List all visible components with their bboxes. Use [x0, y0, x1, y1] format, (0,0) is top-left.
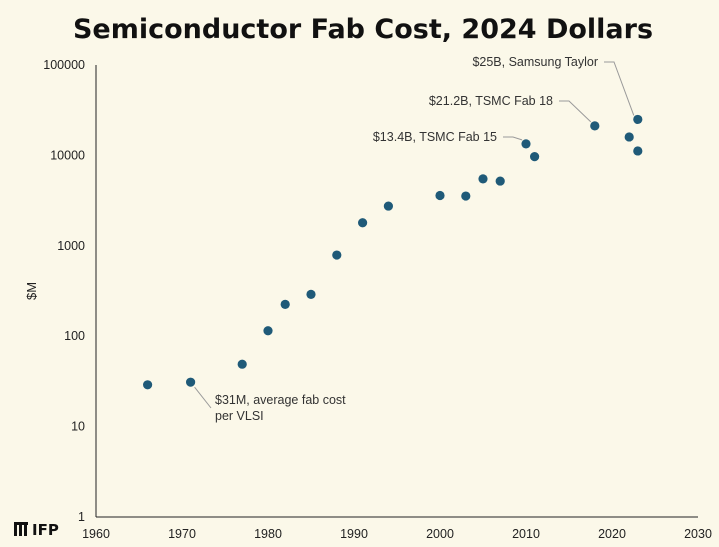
- data-point: [143, 380, 153, 390]
- annotation: $21.2B, TSMC Fab 18: [429, 94, 592, 123]
- annotation-leader-line: [194, 386, 212, 409]
- x-tick-label: 2030: [684, 527, 712, 541]
- data-point: [332, 250, 342, 260]
- data-point: [383, 201, 393, 211]
- x-tick-label: 2000: [426, 527, 454, 541]
- y-tick-label: 1000: [57, 239, 85, 253]
- data-point: [530, 151, 540, 162]
- x-tick-label: 2010: [512, 527, 540, 541]
- data-point: [306, 289, 316, 299]
- data-point: [358, 218, 368, 228]
- y-tick-label: 1: [78, 510, 85, 524]
- annotation: $25B, Samsung Taylor: [472, 55, 635, 116]
- annotation: $31M, average fab cost per VLSI: [194, 386, 346, 423]
- y-tick-labels: 1 10 100 1000 10000 100000: [43, 58, 85, 524]
- x-tick-label: 1990: [340, 527, 368, 541]
- x-tick-labels: 1960 1970 1980 1990 2000 2010 2020 2030: [82, 527, 712, 541]
- y-tick-label: 10000: [50, 148, 85, 162]
- annotations: $31M, average fab cost per VLSI $13.4B, TS…: [194, 55, 635, 423]
- data-point: [590, 121, 600, 131]
- data-point: [633, 146, 643, 156]
- x-tick-label: 1970: [168, 527, 196, 541]
- data-point: [461, 191, 471, 201]
- x-tick-label: 1960: [82, 527, 110, 541]
- y-axis-label: $M: [24, 282, 39, 300]
- data-point: [263, 326, 273, 336]
- data-point: [186, 377, 196, 387]
- annotation-leader-line: [503, 136, 523, 141]
- logo-text: IFP: [32, 521, 59, 539]
- data-point: [237, 359, 247, 369]
- data-point: [521, 139, 531, 149]
- annotation-label: $31M, average fab cost: [215, 393, 346, 407]
- data-point: [478, 174, 488, 184]
- annotation-label: $13.4B, TSMC Fab 15: [373, 130, 497, 144]
- data-point: [633, 114, 643, 125]
- y-tick-label: 10: [71, 420, 85, 434]
- x-tick-label: 2020: [598, 527, 626, 541]
- ifp-logo: IFP: [14, 521, 59, 539]
- x-tick-label: 1980: [254, 527, 282, 541]
- ifp-logo-icon: [14, 522, 28, 536]
- annotation-label: per VLSI: [215, 409, 264, 423]
- annotation: $13.4B, TSMC Fab 15: [373, 130, 523, 144]
- data-point: [435, 190, 445, 201]
- y-tick-label: 100: [64, 329, 85, 343]
- annotation-label: $25B, Samsung Taylor: [472, 55, 598, 69]
- chart-title: Semiconductor Fab Cost, 2024 Dollars: [73, 14, 653, 45]
- data-point: [495, 176, 505, 186]
- y-tick-label: 100000: [43, 58, 85, 72]
- data-points: [143, 114, 643, 390]
- annotation-leader-line: [604, 61, 635, 116]
- axes: [95, 65, 698, 518]
- annotation-leader-line: [559, 100, 592, 123]
- data-point: [280, 299, 290, 309]
- data-point: [624, 132, 634, 142]
- annotation-label: $21.2B, TSMC Fab 18: [429, 94, 553, 108]
